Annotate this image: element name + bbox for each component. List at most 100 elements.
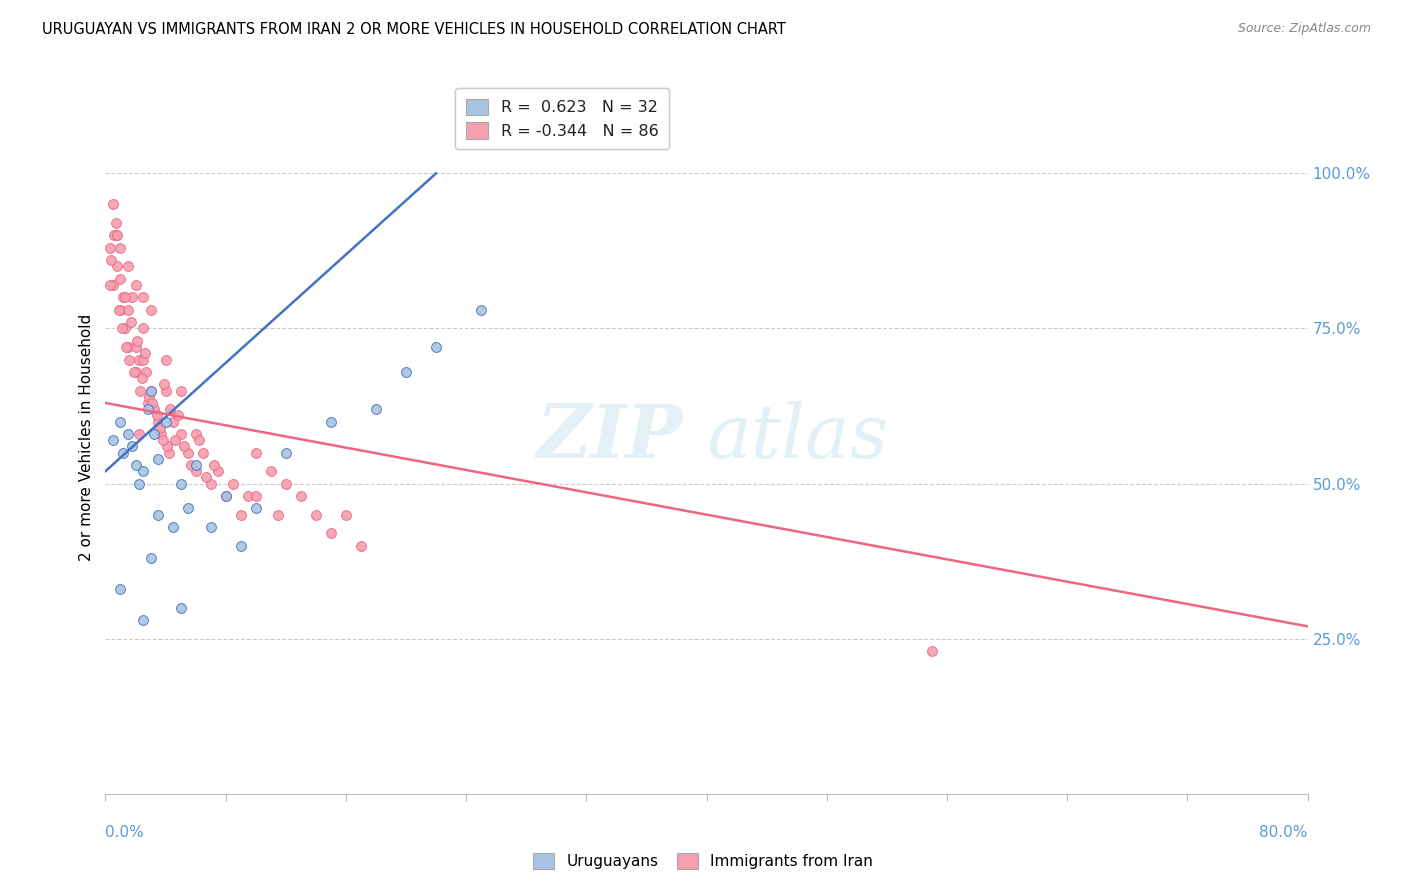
Point — [107, 228, 129, 243]
Point — [139, 302, 162, 317]
Point — [129, 384, 152, 398]
Point — [117, 260, 139, 274]
Point — [112, 445, 135, 459]
Point — [131, 371, 153, 385]
Point — [214, 489, 236, 503]
Point — [132, 352, 155, 367]
Point — [110, 272, 132, 286]
Point — [319, 526, 342, 541]
Legend: R =  0.623   N = 32, R = -0.344   N = 86: R = 0.623 N = 32, R = -0.344 N = 86 — [456, 88, 669, 149]
Point — [180, 458, 202, 472]
Text: Source: ZipAtlas.com: Source: ZipAtlas.com — [1237, 22, 1371, 36]
Point — [110, 241, 132, 255]
Point — [101, 433, 124, 447]
Point — [104, 228, 127, 243]
Point — [115, 340, 138, 354]
Point — [142, 402, 165, 417]
Point — [162, 415, 184, 429]
Point — [108, 302, 131, 317]
Point — [112, 290, 135, 304]
Point — [111, 321, 134, 335]
Point — [350, 539, 373, 553]
Point — [121, 439, 143, 453]
Point — [184, 458, 207, 472]
Point — [117, 340, 139, 354]
Point — [132, 613, 155, 627]
Point — [150, 427, 173, 442]
Point — [222, 476, 245, 491]
Legend: Uruguayans, Immigrants from Iran: Uruguayans, Immigrants from Iran — [527, 847, 879, 875]
Point — [267, 508, 290, 522]
Point — [122, 365, 145, 379]
Point — [124, 365, 146, 379]
Point — [166, 409, 188, 423]
Point — [470, 302, 492, 317]
Text: URUGUAYAN VS IMMIGRANTS FROM IRAN 2 OR MORE VEHICLES IN HOUSEHOLD CORRELATION CH: URUGUAYAN VS IMMIGRANTS FROM IRAN 2 OR M… — [42, 22, 786, 37]
Point — [132, 290, 155, 304]
Point — [136, 402, 159, 417]
Point — [148, 421, 170, 435]
Point — [114, 290, 136, 304]
Point — [238, 489, 260, 503]
Point — [245, 445, 267, 459]
Point — [100, 253, 122, 268]
Point — [146, 415, 169, 429]
Point — [290, 489, 312, 503]
Point — [157, 445, 180, 459]
Point — [128, 427, 150, 442]
Point — [274, 476, 297, 491]
Point — [305, 508, 328, 522]
Point — [136, 396, 159, 410]
Point — [229, 508, 252, 522]
Point — [132, 321, 155, 335]
Point — [110, 302, 132, 317]
Point — [128, 476, 150, 491]
Point — [162, 520, 184, 534]
Text: ZIP: ZIP — [536, 401, 682, 474]
Point — [202, 458, 225, 472]
Point — [153, 377, 176, 392]
Point — [200, 476, 222, 491]
Point — [184, 464, 207, 478]
Point — [156, 439, 179, 453]
Point — [146, 451, 169, 466]
Point — [134, 346, 156, 360]
Point — [214, 489, 236, 503]
Point — [98, 278, 121, 293]
Point — [145, 409, 167, 423]
Point — [132, 464, 155, 478]
Point — [195, 470, 218, 484]
Point — [117, 427, 139, 442]
Point — [124, 458, 146, 472]
Point — [335, 508, 357, 522]
Point — [139, 551, 162, 566]
Point — [395, 365, 418, 379]
Point — [200, 520, 222, 534]
Point — [138, 390, 160, 404]
Point — [118, 352, 141, 367]
Point — [921, 644, 943, 658]
Point — [207, 464, 229, 478]
Point — [163, 433, 186, 447]
Text: 80.0%: 80.0% — [1260, 825, 1308, 839]
Point — [103, 228, 125, 243]
Point — [155, 352, 177, 367]
Point — [101, 197, 124, 211]
Point — [142, 427, 165, 442]
Point — [177, 445, 200, 459]
Point — [245, 489, 267, 503]
Point — [169, 384, 191, 398]
Point — [135, 365, 157, 379]
Point — [169, 600, 191, 615]
Point — [146, 508, 169, 522]
Point — [152, 433, 174, 447]
Text: atlas: atlas — [707, 401, 889, 474]
Point — [114, 321, 136, 335]
Point — [155, 384, 177, 398]
Point — [159, 402, 181, 417]
Point — [107, 260, 129, 274]
Point — [364, 402, 387, 417]
Point — [117, 302, 139, 317]
Point — [191, 445, 214, 459]
Point — [110, 415, 132, 429]
